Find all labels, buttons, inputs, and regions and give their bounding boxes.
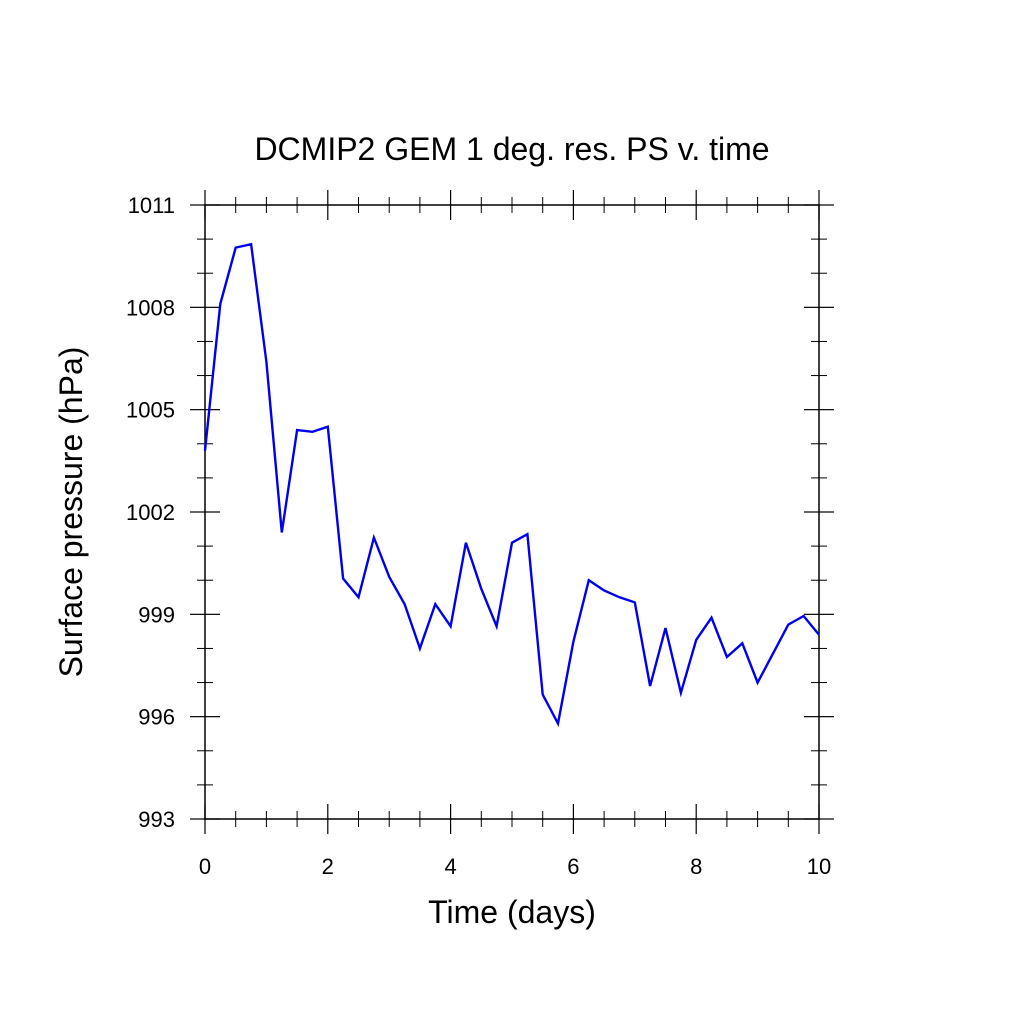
series-line — [203, 242, 820, 728]
y-tick-label: 1008 — [126, 295, 175, 320]
chart-title: DCMIP2 GEM 1 deg. res. PS v. time — [254, 131, 769, 167]
y-tick-label: 1011 — [128, 193, 175, 218]
x-tick-label: 4 — [444, 854, 456, 879]
y-tick-label: 996 — [138, 705, 175, 730]
x-tick-label: 0 — [199, 854, 211, 879]
x-tick-label: 10 — [807, 854, 831, 879]
axis-ticks: 0 2 4 6 8 10 993 996 999 1002 1005 1008 1011 — [126, 190, 834, 879]
y-tick-label: 993 — [138, 807, 175, 832]
x-tick-label: 2 — [322, 854, 334, 879]
series-layer — [203, 242, 820, 728]
y-tick-label: 999 — [138, 602, 175, 627]
x-axis-label: Time (days) — [428, 894, 596, 930]
x-tick-label: 6 — [567, 854, 579, 879]
plot-frame — [204, 204, 820, 820]
x-tick-label: 8 — [690, 854, 702, 879]
y-tick-label: 1005 — [126, 398, 175, 423]
y-axis-label: Surface pressure (hPa) — [53, 347, 89, 678]
y-tick-label: 1002 — [126, 500, 175, 525]
